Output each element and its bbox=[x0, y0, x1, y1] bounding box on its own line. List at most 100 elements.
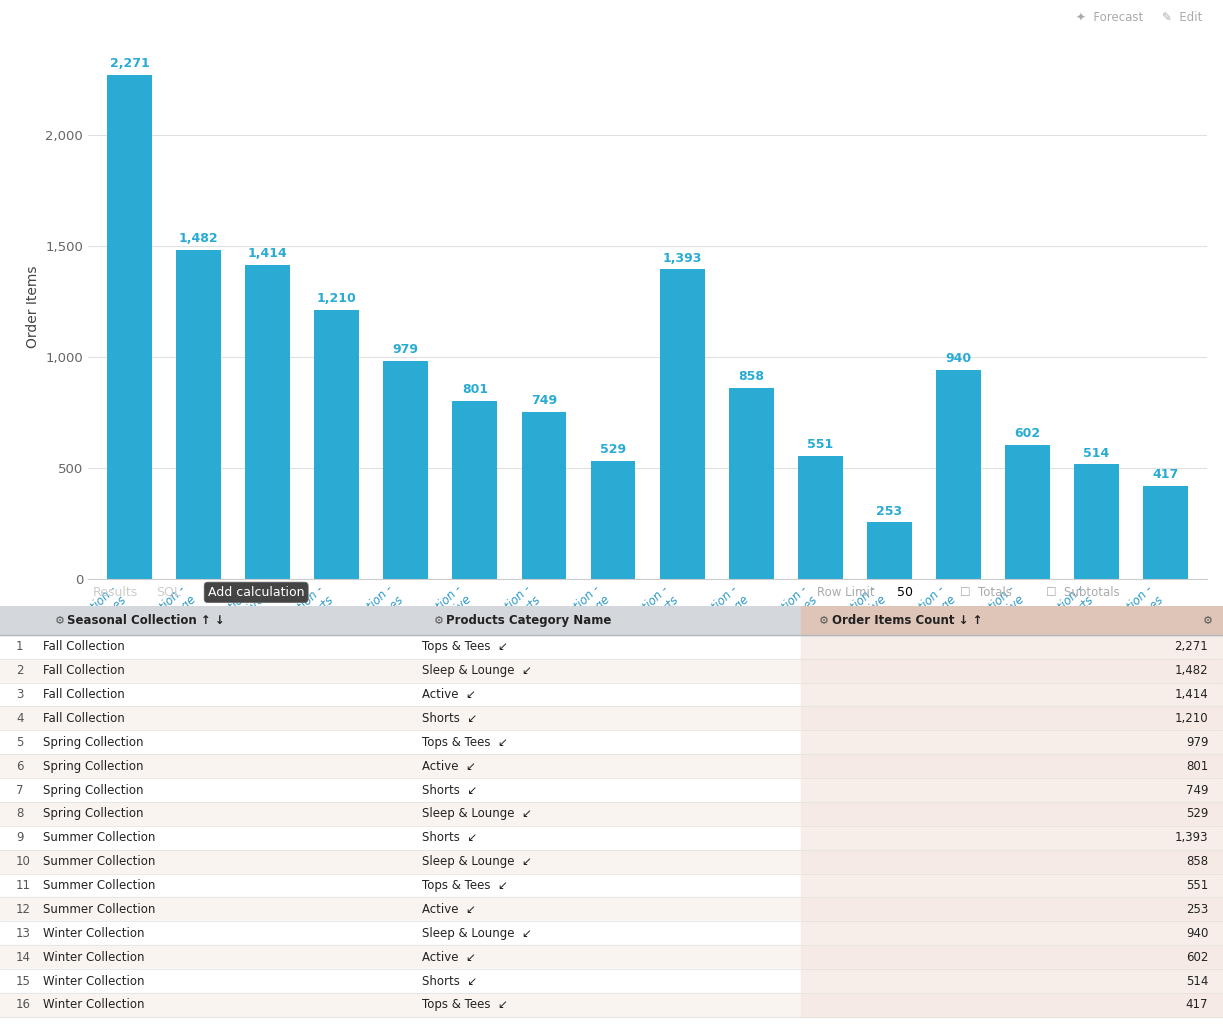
Text: 979: 979 bbox=[393, 343, 418, 356]
Bar bbox=[0, 658, 1223, 683]
Text: Sleep & Lounge  ↙: Sleep & Lounge ↙ bbox=[422, 927, 532, 940]
Text: 11: 11 bbox=[16, 879, 31, 892]
Bar bbox=[801, 969, 1223, 993]
Bar bbox=[0, 778, 1223, 802]
Text: 15: 15 bbox=[16, 975, 31, 987]
Text: Summer Collection: Summer Collection bbox=[43, 903, 155, 915]
Text: SQL: SQL bbox=[157, 586, 181, 599]
Bar bbox=[0, 897, 1223, 922]
Text: 3: 3 bbox=[16, 688, 23, 701]
Bar bbox=[801, 778, 1223, 802]
Text: 417: 417 bbox=[1186, 998, 1208, 1012]
Bar bbox=[801, 683, 1223, 707]
Text: Fall Collection: Fall Collection bbox=[43, 688, 125, 701]
Bar bbox=[0, 707, 1223, 730]
Bar bbox=[0, 993, 1223, 1017]
Text: Winter Collection: Winter Collection bbox=[43, 975, 144, 987]
Text: 2,271: 2,271 bbox=[1174, 640, 1208, 653]
Bar bbox=[0, 873, 1223, 897]
Text: Shorts  ↙: Shorts ↙ bbox=[422, 975, 477, 987]
Text: 979: 979 bbox=[1186, 736, 1208, 749]
Text: Sleep & Lounge  ↙: Sleep & Lounge ↙ bbox=[422, 855, 532, 868]
Bar bbox=[867, 522, 912, 579]
Text: ✎  Edit: ✎ Edit bbox=[1162, 11, 1202, 24]
Bar bbox=[383, 361, 428, 579]
Text: 1,482: 1,482 bbox=[1175, 665, 1208, 677]
Bar bbox=[797, 457, 843, 579]
Bar bbox=[0, 802, 1223, 825]
Bar bbox=[591, 461, 636, 579]
Text: 514: 514 bbox=[1084, 446, 1109, 460]
Bar bbox=[1144, 486, 1188, 579]
Text: 940: 940 bbox=[945, 352, 971, 366]
Text: 417: 417 bbox=[1152, 468, 1179, 481]
Bar bbox=[801, 707, 1223, 730]
Text: 801: 801 bbox=[462, 383, 488, 396]
Text: Summer Collection: Summer Collection bbox=[43, 855, 155, 868]
Bar bbox=[0, 850, 1223, 873]
Text: ✦  Forecast: ✦ Forecast bbox=[1076, 11, 1144, 24]
Bar bbox=[521, 413, 566, 579]
Text: ⚙: ⚙ bbox=[434, 615, 444, 626]
Text: 1,393: 1,393 bbox=[1175, 831, 1208, 844]
Text: Spring Collection: Spring Collection bbox=[43, 783, 143, 797]
Text: Order Items Count ↓ ↑: Order Items Count ↓ ↑ bbox=[832, 614, 982, 627]
Text: 551: 551 bbox=[1186, 879, 1208, 892]
Text: 602: 602 bbox=[1014, 427, 1041, 440]
Text: 858: 858 bbox=[739, 371, 764, 383]
Text: ⚙: ⚙ bbox=[55, 615, 65, 626]
Text: Sleep & Lounge  ↙: Sleep & Lounge ↙ bbox=[422, 807, 532, 820]
Text: ⚙: ⚙ bbox=[819, 615, 829, 626]
Text: 801: 801 bbox=[1186, 760, 1208, 773]
Text: 749: 749 bbox=[531, 394, 556, 408]
Text: 1,482: 1,482 bbox=[179, 231, 219, 245]
Text: Results: Results bbox=[93, 586, 138, 599]
Text: 12: 12 bbox=[16, 903, 31, 915]
Bar bbox=[0, 606, 1223, 635]
Text: ⚙: ⚙ bbox=[1203, 615, 1213, 626]
Text: Spring Collection: Spring Collection bbox=[43, 807, 143, 820]
Bar bbox=[0, 730, 1223, 755]
Bar bbox=[801, 658, 1223, 683]
Text: Shorts  ↙: Shorts ↙ bbox=[422, 831, 477, 844]
Text: Fall Collection: Fall Collection bbox=[43, 665, 125, 677]
Text: 2: 2 bbox=[16, 665, 23, 677]
Bar bbox=[659, 269, 704, 579]
Bar bbox=[0, 825, 1223, 850]
Text: 514: 514 bbox=[1186, 975, 1208, 987]
Bar bbox=[729, 388, 774, 579]
Bar bbox=[314, 310, 360, 579]
Text: 940: 940 bbox=[1186, 927, 1208, 940]
Text: 1,393: 1,393 bbox=[663, 252, 702, 264]
Bar bbox=[801, 922, 1223, 945]
Text: Tops & Tees  ↙: Tops & Tees ↙ bbox=[422, 998, 508, 1012]
Text: Tops & Tees  ↙: Tops & Tees ↙ bbox=[422, 640, 508, 653]
Bar bbox=[801, 850, 1223, 873]
Text: Fall Collection: Fall Collection bbox=[43, 640, 125, 653]
Text: Winter Collection: Winter Collection bbox=[43, 998, 144, 1012]
Text: 1,210: 1,210 bbox=[1175, 712, 1208, 725]
Text: Spring Collection: Spring Collection bbox=[43, 736, 143, 749]
Text: Winter Collection: Winter Collection bbox=[43, 950, 144, 964]
Text: ☐  Subtotals: ☐ Subtotals bbox=[1046, 586, 1119, 599]
Bar bbox=[1074, 465, 1119, 579]
Text: Products Category Name: Products Category Name bbox=[446, 614, 612, 627]
Text: 8: 8 bbox=[16, 807, 23, 820]
Bar bbox=[801, 802, 1223, 825]
Bar bbox=[801, 945, 1223, 969]
Text: 1,414: 1,414 bbox=[248, 247, 287, 260]
Bar bbox=[108, 75, 152, 579]
Text: 2,271: 2,271 bbox=[110, 56, 149, 70]
Text: 1: 1 bbox=[16, 640, 23, 653]
Text: Winter Collection: Winter Collection bbox=[43, 927, 144, 940]
Text: Add calculation: Add calculation bbox=[208, 586, 305, 599]
Text: Tops & Tees  ↙: Tops & Tees ↙ bbox=[422, 879, 508, 892]
Text: Seasonal Collection ↑ ↓: Seasonal Collection ↑ ↓ bbox=[67, 614, 225, 627]
Text: 529: 529 bbox=[600, 443, 626, 457]
Bar bbox=[245, 265, 290, 579]
Bar bbox=[1005, 445, 1051, 579]
Y-axis label: Order Items: Order Items bbox=[26, 265, 40, 348]
Text: 4: 4 bbox=[16, 712, 23, 725]
Text: Active  ↙: Active ↙ bbox=[422, 760, 476, 773]
Bar bbox=[0, 755, 1223, 778]
